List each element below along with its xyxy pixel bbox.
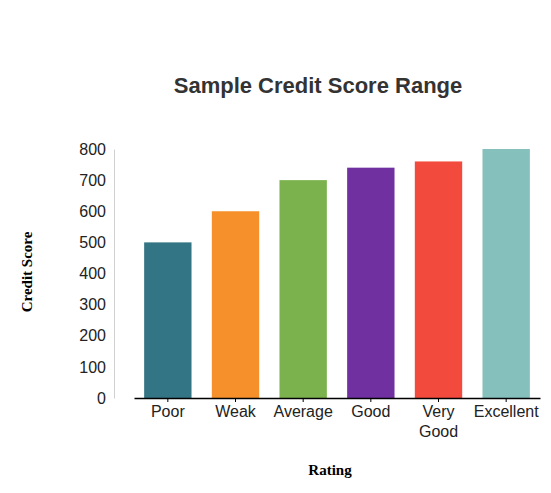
y-tick: 500 (79, 234, 114, 251)
x-tick: Weak (215, 398, 257, 420)
x-tick: Average (274, 398, 333, 420)
x-tick: Excellent (474, 398, 539, 420)
x-tick-mark (303, 398, 304, 402)
bar (415, 161, 462, 398)
x-tick-label: Good (351, 403, 390, 420)
y-tick: 600 (79, 203, 114, 220)
y-tick-label: 0 (97, 390, 106, 407)
y-axis-line (114, 150, 115, 399)
y-tick: 700 (79, 172, 114, 189)
y-tick-label: 300 (79, 296, 106, 313)
x-tick-mark (438, 398, 439, 402)
bar (347, 168, 394, 398)
x-tick-label: VeryGood (419, 403, 458, 439)
y-tick: 300 (79, 296, 114, 313)
y-tick-label: 500 (79, 234, 106, 251)
bar (279, 180, 326, 398)
x-axis-title: Rating (308, 462, 352, 478)
x-axis-line (135, 398, 541, 400)
x-tick-label: Average (274, 403, 333, 420)
y-tick-label: 600 (79, 203, 106, 220)
y-tick-label: 100 (79, 358, 106, 375)
y-axis: 0 100 200 300 400 500 600 700 800 (79, 141, 114, 407)
bar (482, 149, 529, 398)
x-tick: Good (351, 398, 390, 420)
x-tick-label: Excellent (474, 403, 539, 420)
x-tick: Poor (151, 398, 185, 420)
title: Sample Credit Score Range (174, 73, 463, 98)
x-axis: Poor Weak Average Good VeryGood Excellent (135, 398, 541, 440)
y-tick-label: 200 (79, 327, 106, 344)
x-tick-label: Weak (215, 403, 257, 420)
y-tick-label: 700 (79, 172, 106, 189)
bar (144, 242, 191, 398)
x-tick-mark (167, 398, 168, 402)
x-tick-mark (506, 398, 507, 402)
y-tick: 0 (97, 390, 114, 407)
x-tick-mark (370, 398, 371, 402)
chart: 0 100 200 300 400 500 600 700 800 Poor Weak Average… (0, 0, 551, 493)
y-tick-label: 400 (79, 265, 106, 282)
bar (212, 211, 259, 398)
x-tick: VeryGood (419, 398, 458, 440)
bars (144, 149, 530, 398)
x-tick-mark (235, 398, 236, 402)
x-tick-label: Poor (151, 403, 185, 420)
y-tick: 400 (79, 265, 114, 282)
y-tick: 200 (79, 327, 114, 344)
y-tick: 800 (79, 141, 114, 158)
y-axis-title: Credit Score (19, 231, 35, 312)
y-tick: 100 (79, 358, 114, 375)
y-tick-label: 800 (79, 141, 106, 158)
